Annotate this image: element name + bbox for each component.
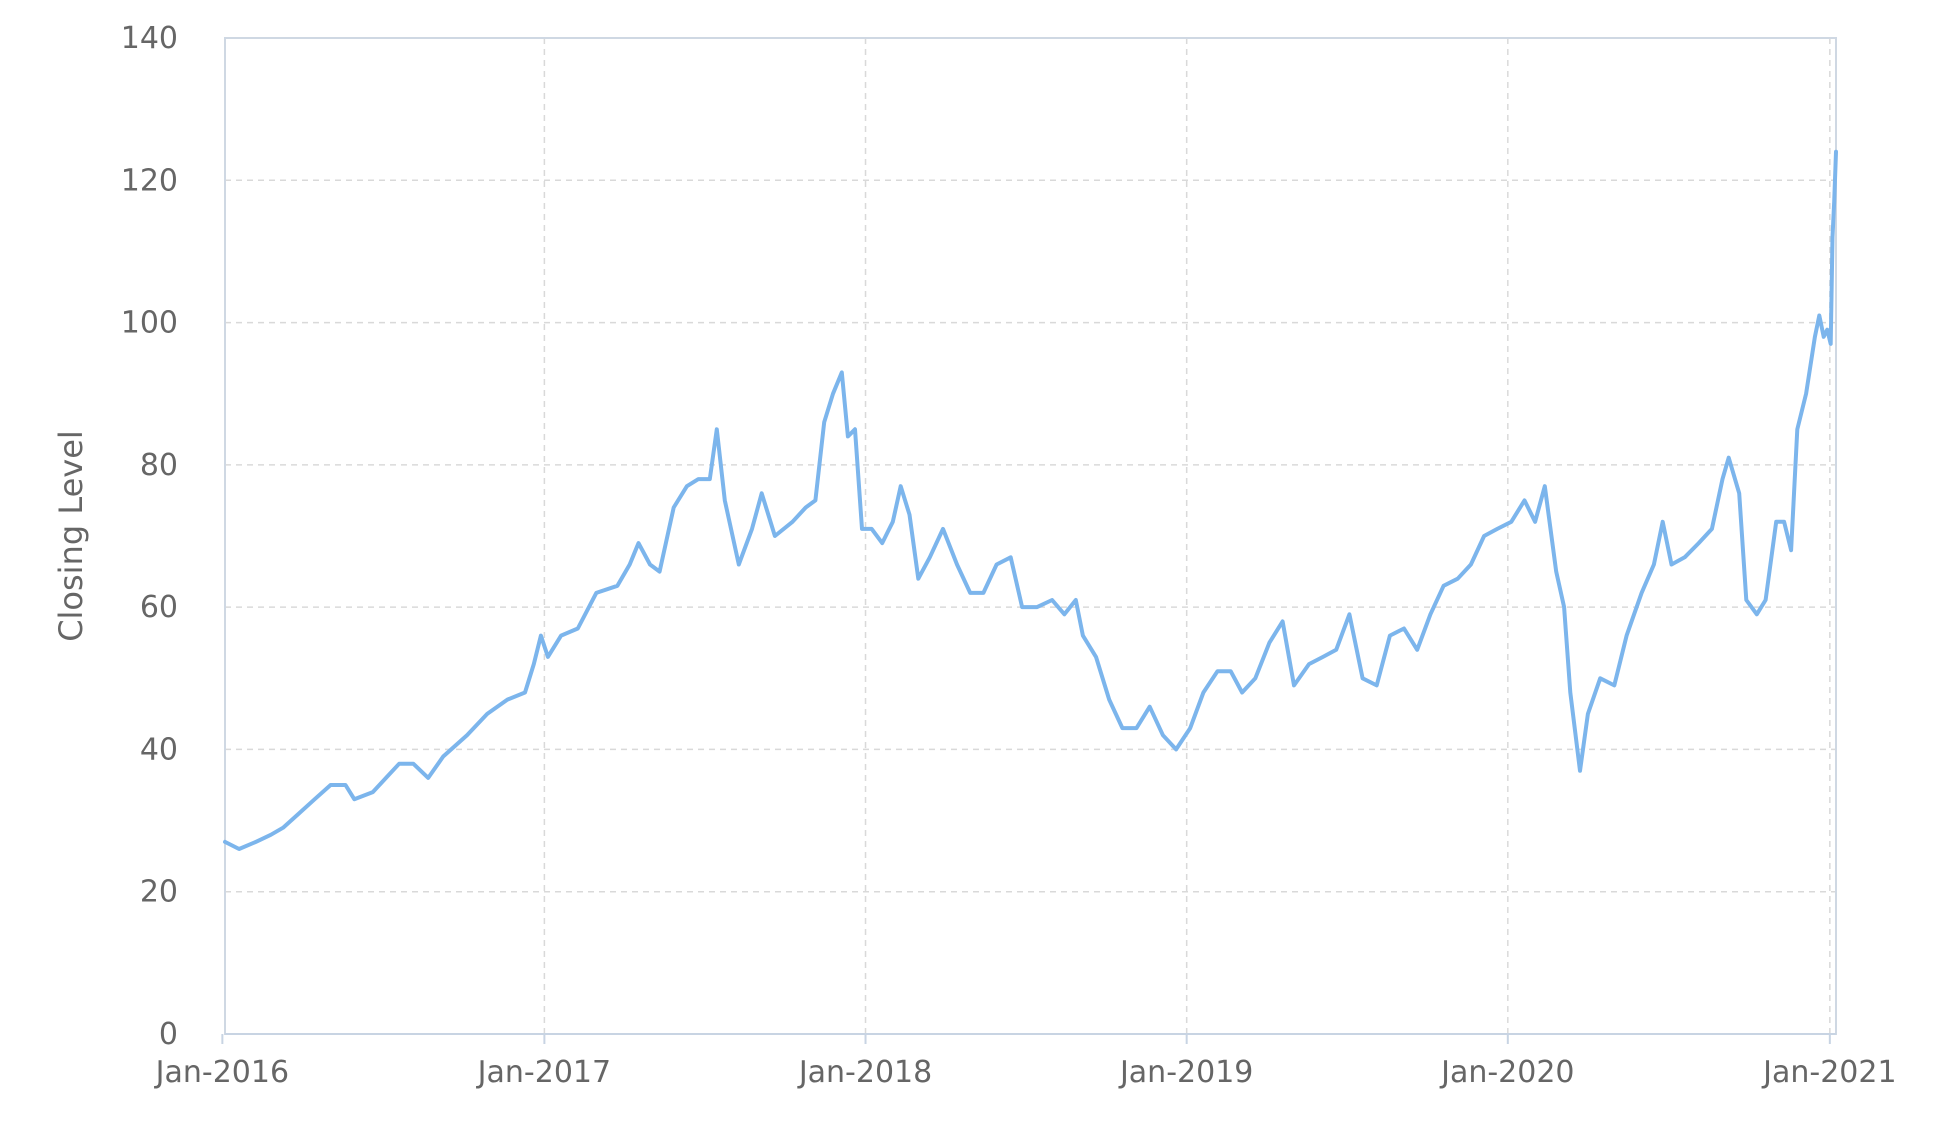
y-tick-label: 0 (159, 1017, 178, 1052)
grid-lines (225, 37, 1836, 1034)
y-tick-label: 120 (121, 163, 178, 198)
plot-area (224, 37, 1837, 1035)
y-tick-label: 80 (140, 448, 178, 483)
x-tick-label: Jan-2021 (1761, 1055, 1896, 1090)
y-tick-label: 140 (121, 21, 178, 56)
x-axis: Jan-2016 Jan-2017 Jan-2018 Jan-2019 Jan-2020… (154, 1034, 1897, 1090)
y-axis: 0 20 40 60 80 100 120 140 (121, 21, 178, 1052)
y-tick-label: 60 (140, 590, 178, 625)
x-tick-label: Jan-2020 (1439, 1055, 1574, 1090)
y-axis-title: Closing Level (52, 430, 90, 642)
series-group (223, 149, 1838, 851)
y-tick-label: 100 (121, 306, 178, 341)
x-tick-label: Jan-2018 (797, 1055, 932, 1090)
series-line (223, 149, 1838, 851)
x-tick-label: Jan-2016 (154, 1055, 289, 1090)
y-tick-label: 40 (140, 732, 178, 767)
y-tick-label: 20 (140, 875, 178, 910)
x-tick-label: Jan-2017 (476, 1055, 611, 1090)
x-tick-label: Jan-2019 (1118, 1055, 1253, 1090)
